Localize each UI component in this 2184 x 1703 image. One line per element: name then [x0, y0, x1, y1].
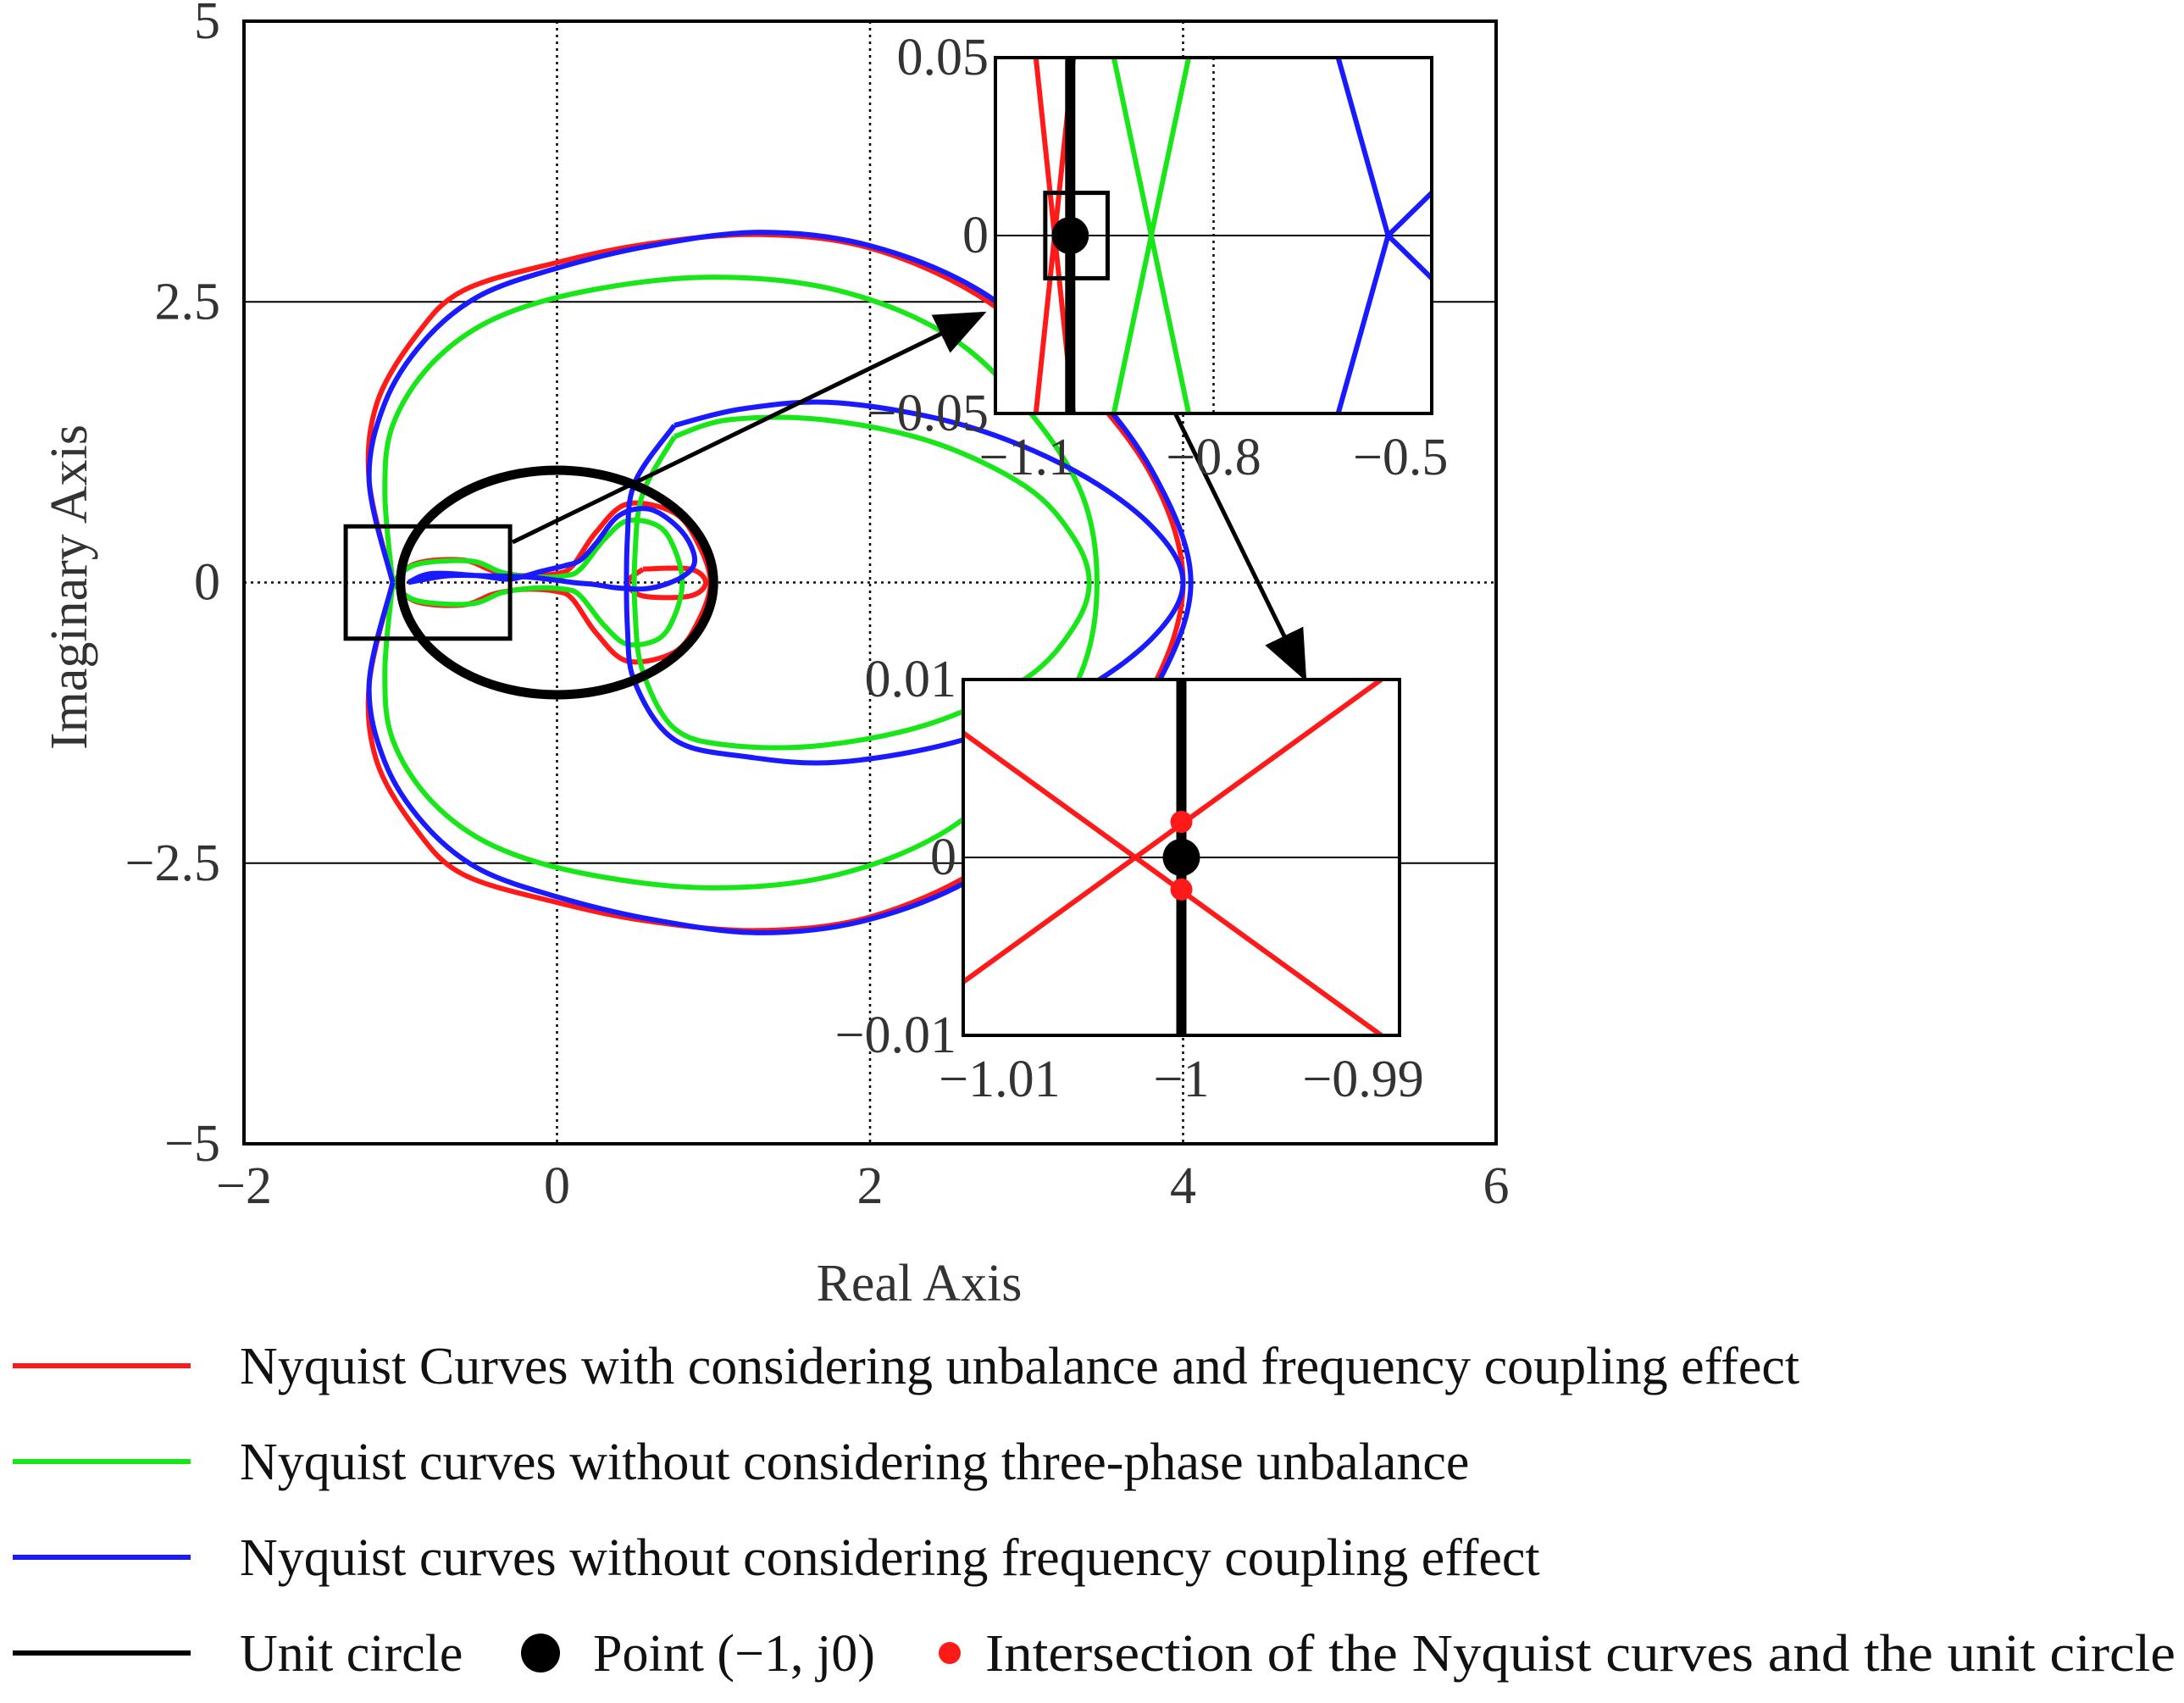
inset-1-panel: −1.1 −0.8 −0.5 0.05 0 −0.05	[868, 29, 1449, 486]
x-tick-label: 4	[1170, 1157, 1196, 1215]
nyquist-curve-blue	[407, 506, 698, 592]
inset-curve-blue	[1385, 191, 1432, 280]
unit-circle	[396, 465, 718, 700]
legend-swatch-point	[521, 1634, 560, 1672]
critical-point-marker	[1162, 839, 1200, 876]
x-axis-label: Real Axis	[817, 1255, 1023, 1312]
y-tick-label: −5	[164, 1115, 220, 1173]
y-tick-label: 2.5	[155, 273, 221, 330]
inset-2-curves	[963, 680, 1383, 1035]
inset-zoom-box	[1043, 191, 1110, 280]
legend-entry-unit-circle: Unit circle	[13, 1625, 463, 1683]
intersection-marker	[1170, 878, 1193, 901]
inset-x-tick-label: −0.99	[1302, 1051, 1423, 1108]
inset-1-curves	[1033, 58, 1432, 413]
critical-point-marker	[1051, 217, 1089, 254]
x-tick-label: 6	[1483, 1157, 1510, 1215]
inset-x-tick-label: −1	[1154, 1051, 1210, 1108]
zoom-arrow-1	[511, 311, 987, 545]
legend-entry-blue: Nyquist curves without considering frequ…	[13, 1529, 1540, 1587]
inset-2-frame	[962, 678, 1401, 1037]
legend-label-point: Point (−1, j0)	[593, 1625, 875, 1683]
inset-1-frame	[994, 56, 1433, 415]
y-tick-label: −2.5	[125, 835, 220, 892]
legend: Nyquist Curves with considering unbalanc…	[13, 1338, 2176, 1683]
y-tick-label: 0	[194, 554, 220, 612]
x-tick-label: −2	[216, 1157, 272, 1215]
inset-y-tick-label: −0.05	[868, 385, 989, 442]
legend-label-green: Nyquist curves without considering three…	[240, 1434, 1469, 1491]
zoom-box	[343, 524, 513, 641]
intersection-marker	[1170, 811, 1193, 833]
main-plot-frame	[242, 19, 1498, 1146]
inset-1-tick-labels: −1.1 −0.8 −0.5 0.05 0 −0.05	[868, 29, 1449, 486]
legend-swatch-intersection	[939, 1642, 961, 1664]
inset-y-tick-label: 0.01	[865, 651, 957, 708]
inset-y-tick-label: 0.05	[897, 29, 989, 86]
x-tick-label: 0	[544, 1157, 570, 1215]
inset-y-tick-label: 0	[930, 829, 956, 886]
legend-entry-green: Nyquist curves without considering three…	[13, 1434, 1469, 1491]
legend-label-intersection: Intersection of the Nyquist curves and t…	[985, 1625, 2176, 1683]
inset-2-tick-labels: −1.01 −1 −0.99 0.01 0 −0.01	[835, 651, 1424, 1108]
legend-label-unit-circle: Unit circle	[240, 1625, 463, 1683]
legend-entry-intersection: Intersection of the Nyquist curves and t…	[939, 1625, 2176, 1683]
legend-entry-point: Point (−1, j0)	[521, 1625, 875, 1683]
inset-curve-red	[963, 680, 1383, 985]
y-tick-label: 5	[194, 0, 220, 50]
inset-y-tick-label: 0	[962, 207, 989, 264]
inset-x-tick-label: −0.8	[1166, 429, 1261, 486]
legend-label-blue: Nyquist curves without considering frequ…	[240, 1529, 1540, 1587]
inset-curve-green	[1111, 58, 1192, 413]
main-tick-labels: −2 0 2 4 6 5 2.5 0 −2.5 −5	[125, 0, 1510, 1215]
x-tick-label: 2	[857, 1157, 884, 1215]
inset-y-tick-label: −0.01	[835, 1007, 956, 1064]
legend-entry-red: Nyquist Curves with considering unbalanc…	[13, 1338, 1799, 1395]
nyquist-curve-blue	[366, 230, 1194, 935]
inset-x-tick-label: −1.1	[979, 429, 1074, 486]
inset-2-panel: −1.01 −1 −0.99 0.01 0 −0.01	[835, 651, 1424, 1108]
inset-x-tick-label: −0.5	[1353, 429, 1448, 486]
y-axis-label: Imaginary Axis	[41, 424, 98, 750]
nyquist-curve-green	[382, 275, 1100, 890]
inset-x-tick-label: −1.01	[939, 1051, 1060, 1108]
legend-label-red: Nyquist Curves with considering unbalanc…	[240, 1338, 1799, 1395]
